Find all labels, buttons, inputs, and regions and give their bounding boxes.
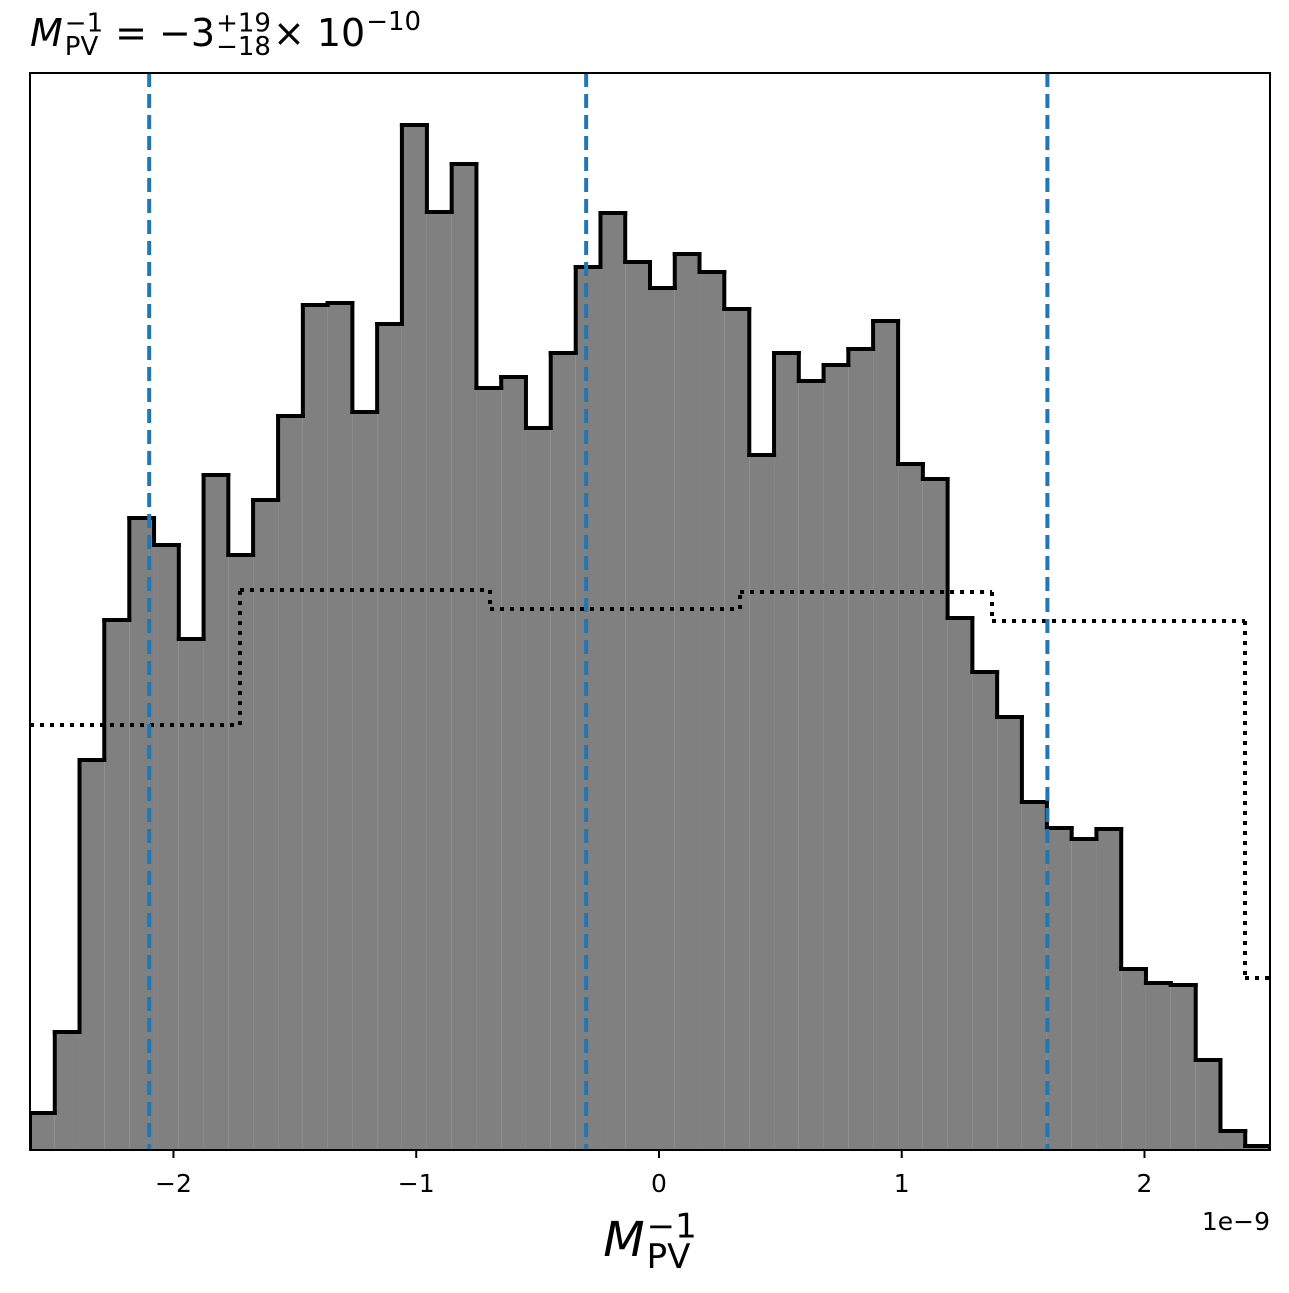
plot-area — [30, 73, 1270, 1150]
bar — [550, 353, 576, 1150]
plot-frame — [29, 72, 1271, 1151]
bar — [54, 1032, 80, 1150]
bar — [674, 254, 700, 1150]
bar — [947, 618, 973, 1150]
title-times: × 10 — [273, 11, 365, 55]
bar — [650, 288, 675, 1150]
title-symbol: M — [30, 11, 63, 55]
x-axis-label: M −1PV — [603, 1206, 697, 1277]
bar — [178, 639, 204, 1150]
bar — [724, 309, 750, 1150]
bar — [278, 416, 303, 1150]
bar — [501, 377, 526, 1150]
bar — [352, 412, 378, 1150]
x-offset-label: 1e−9 — [1202, 1207, 1270, 1236]
bar — [997, 717, 1022, 1150]
bar — [253, 500, 279, 1150]
bar — [1170, 985, 1196, 1150]
bar — [1145, 983, 1171, 1150]
bar — [476, 388, 502, 1150]
bar — [154, 545, 179, 1150]
bar — [922, 479, 948, 1150]
x-tick-label: 2 — [1137, 1169, 1153, 1198]
bar — [600, 213, 626, 1150]
bar — [972, 672, 998, 1150]
title-value: = −3 — [115, 11, 215, 55]
bar — [426, 212, 452, 1150]
bar — [873, 321, 899, 1150]
x-tick-label: 0 — [651, 1169, 667, 1198]
title-lower: −18 — [216, 32, 271, 62]
x-tick-label: −1 — [398, 1169, 435, 1198]
bar — [30, 1113, 55, 1150]
bar — [749, 455, 775, 1150]
bar — [898, 464, 923, 1150]
bar — [774, 353, 799, 1150]
bar — [451, 164, 477, 1150]
title-exponent: −10 — [366, 7, 421, 37]
bar — [327, 303, 353, 1150]
x-tick-label: −2 — [155, 1169, 192, 1198]
bar — [823, 365, 849, 1150]
x-tick-label: 1 — [894, 1169, 910, 1198]
bar — [1096, 829, 1122, 1150]
bar — [401, 125, 427, 1150]
xlabel-sub: PV — [647, 1237, 691, 1277]
bar — [104, 620, 130, 1150]
bar — [625, 262, 650, 1150]
title-sub: PV — [65, 32, 99, 62]
bar — [1071, 839, 1097, 1150]
chart-title: M −1PV = −3 +19−18 × 10 −10 — [30, 7, 421, 62]
bar — [1195, 1060, 1221, 1150]
xlabel-sup: −1 — [647, 1206, 697, 1246]
bar — [525, 428, 551, 1150]
bar — [1121, 969, 1146, 1150]
bar — [79, 760, 105, 1150]
title-upper: +19 — [216, 9, 271, 39]
bar — [1220, 1131, 1246, 1150]
bar — [1021, 802, 1047, 1150]
bar — [848, 349, 874, 1150]
bar — [798, 381, 824, 1150]
bar — [203, 475, 229, 1150]
xlabel-symbol: M — [603, 1212, 644, 1268]
bar — [1046, 828, 1072, 1150]
bar — [302, 305, 328, 1150]
bar — [377, 324, 402, 1150]
title-sup: −1 — [65, 9, 103, 39]
bar — [699, 272, 725, 1150]
